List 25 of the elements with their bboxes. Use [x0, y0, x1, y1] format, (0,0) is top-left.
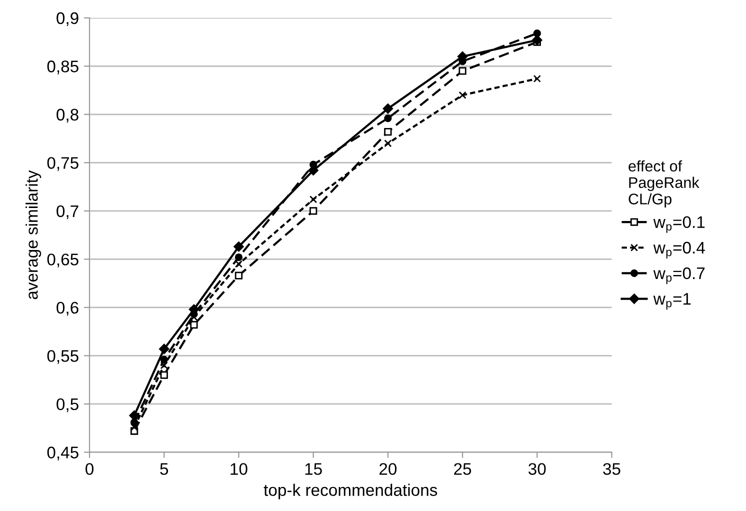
x-tick-label: 15 [305, 463, 322, 475]
legend-label: w$_{p}$=1 [653, 293, 691, 310]
y-tick-label: 0,9 [56, 12, 78, 26]
legend-title: effect of PageRank CL/Gp [628, 160, 700, 208]
x-tick-label: 0 [86, 463, 94, 475]
y-axis-title: average similarity [26, 170, 42, 300]
x-tick-label: 30 [528, 463, 546, 475]
legend-label: w$_{p}$=0.1 [653, 216, 705, 233]
x-axis-title: top-k recommendations [264, 484, 438, 500]
y-tick-label: 0,6 [56, 302, 78, 316]
y-tick-label: 0,65 [47, 254, 78, 268]
y-tick-label: 0,45 [47, 446, 78, 460]
y-tick-label: 0,8 [56, 108, 78, 123]
x-tick-label: 5 [160, 463, 168, 475]
legend-label: w$_{p}$=0.7 [653, 267, 705, 284]
legend-label: w$_{p}$=0.4 [653, 242, 705, 259]
y-tick-label: 0,5 [56, 398, 78, 412]
x-tick-label: 10 [230, 463, 248, 475]
x-tick-label: 25 [454, 463, 472, 475]
y-tick-label: 0,7 [56, 205, 78, 220]
y-tick-label: 0,55 [47, 350, 78, 364]
x-tick-label: 35 [603, 463, 620, 475]
y-tick-label: 0,85 [47, 60, 78, 74]
y-tick-label: 0,75 [47, 157, 78, 171]
x-tick-label: 20 [379, 463, 397, 475]
